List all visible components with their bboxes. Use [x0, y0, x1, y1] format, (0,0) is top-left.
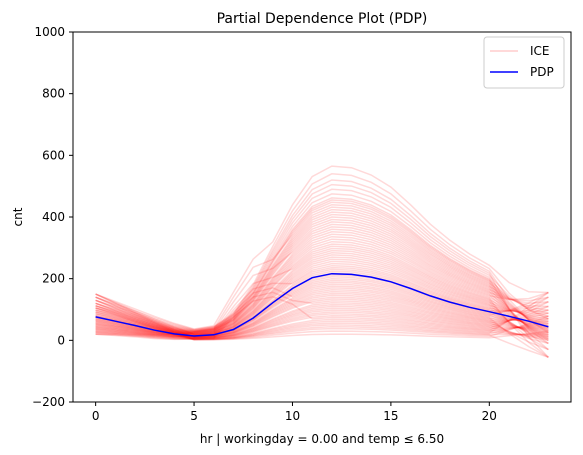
ice-line: [95, 245, 549, 335]
ice-line: [95, 183, 549, 358]
x-tick-label: 0: [92, 409, 100, 423]
ice-line: [95, 285, 549, 338]
legend-pdp-label: PDP: [530, 65, 554, 79]
y-tick-label: 400: [42, 210, 65, 224]
ice-line: [95, 296, 549, 341]
ice-line: [95, 193, 549, 332]
ice-line: [95, 287, 549, 358]
ice-line: [95, 281, 549, 338]
x-tick-label: 20: [482, 409, 497, 423]
ice-line: [95, 206, 549, 333]
legend-box: [483, 36, 565, 89]
ice-line: [95, 188, 549, 332]
ice-line: [95, 301, 549, 340]
x-axis-label: hr | workingday = 0.00 and temp ≤ 6.50: [200, 432, 444, 446]
ice-line: [95, 301, 549, 339]
ice-line: [95, 240, 549, 335]
ice-line: [95, 292, 549, 351]
ice-line: [95, 314, 549, 340]
pdp-line: [95, 272, 549, 337]
ice-line: [95, 254, 549, 336]
ice-line: [95, 289, 549, 338]
legend: ICE PDP: [483, 36, 565, 89]
ice-line: [95, 165, 549, 330]
ice-line: [95, 320, 549, 341]
pdp-line-group: [95, 272, 549, 337]
ice-line: [95, 235, 549, 335]
ice-line: [95, 299, 549, 341]
ice-line: [95, 249, 549, 351]
x-tick-label: 15: [383, 409, 398, 423]
ice-line: [95, 258, 549, 336]
ice-line: [95, 318, 549, 340]
ice-line: [95, 303, 549, 342]
ice-line: [95, 243, 549, 358]
ice-line: [95, 302, 549, 359]
ice-line: [95, 309, 549, 340]
ice-line: [95, 173, 549, 331]
ice-line: [95, 307, 549, 340]
ice-line: [95, 291, 549, 339]
ice-line: [95, 179, 549, 334]
ice-line: [95, 211, 549, 341]
ice-line: [95, 305, 549, 339]
ice-line: [95, 213, 549, 333]
y-tick-label: 0: [57, 333, 65, 347]
ice-lines: [95, 165, 549, 359]
y-tick-label: −200: [32, 395, 65, 409]
y-tick-label: 600: [42, 148, 65, 162]
ice-line: [95, 313, 549, 340]
y-tick-label: 200: [42, 272, 65, 286]
ice-line: [95, 218, 549, 340]
ice-line: [95, 203, 549, 345]
ice-line: [95, 296, 549, 340]
y-tick-label: 800: [42, 87, 65, 101]
legend-ice-label: ICE: [530, 44, 550, 58]
y-axis: −200 0 200 400 600 800 1000: [32, 25, 73, 409]
ice-line: [95, 291, 549, 340]
chart-title: Partial Dependence Plot (PDP): [217, 11, 428, 27]
ice-line: [95, 276, 549, 338]
ice-line: [95, 266, 549, 337]
ice-line: [95, 197, 549, 351]
ice-line: [95, 199, 549, 332]
ice-line: [95, 238, 549, 335]
ice-line: [95, 208, 549, 333]
ice-line: [95, 252, 549, 336]
ice-line: [95, 231, 549, 336]
x-tick-label: 10: [285, 409, 300, 423]
ice-line: [95, 277, 549, 338]
ice-line: [95, 279, 549, 339]
ice-line: [95, 283, 549, 338]
x-tick-label: 5: [190, 409, 198, 423]
ice-line: [95, 247, 549, 336]
y-tick-label: 1000: [34, 25, 65, 39]
ice-line: [95, 216, 549, 334]
ice-line: [95, 270, 549, 337]
ice-line: [95, 290, 549, 338]
ice-line: [95, 256, 549, 345]
ice-line: [95, 268, 549, 340]
y-axis-label: cnt: [11, 207, 25, 226]
ice-line: [95, 201, 549, 333]
x-axis: 0 5 10 15 20: [92, 402, 497, 423]
ice-line: [95, 233, 549, 336]
